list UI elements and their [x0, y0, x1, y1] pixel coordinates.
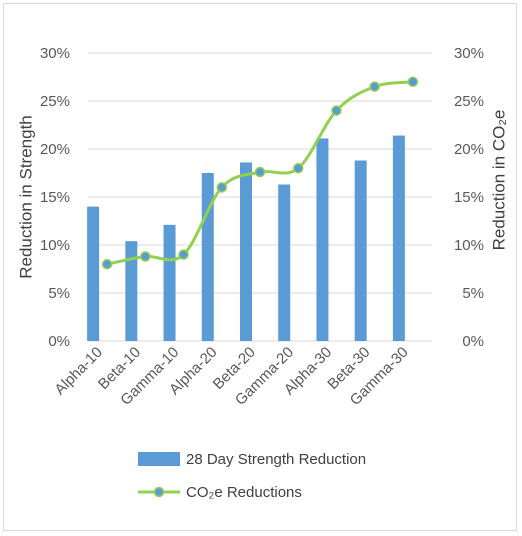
bar: [392, 135, 405, 341]
line-series: [101, 76, 419, 270]
bar: [240, 162, 252, 341]
y-right-tick-label: 25%: [454, 93, 484, 110]
bar: [354, 160, 367, 341]
right-axis-title: Reduction in CO₂e: [489, 110, 508, 251]
y-right-tick-label: 5%: [462, 285, 484, 302]
bar: [163, 224, 176, 341]
legend-bar-label: 28 Day Strength Reduction: [186, 451, 366, 468]
line-marker: [292, 162, 304, 174]
y-left-tick-label: 30%: [40, 45, 70, 62]
legend: 28 Day Strength Reduction CO₂e Reduction…: [138, 451, 366, 501]
y-left-tick-label: 5%: [48, 285, 70, 302]
bar: [278, 184, 291, 341]
legend-line-label: CO₂e Reductions: [186, 484, 302, 501]
y-right-tick-label: 0%: [462, 333, 484, 350]
line-marker: [216, 182, 228, 193]
line-marker: [101, 258, 113, 270]
y-right-tick-label: 15%: [454, 189, 484, 206]
bar: [125, 241, 138, 341]
legend-bar-swatch: [138, 452, 180, 466]
left-axis-title: Reduction in Strength: [16, 115, 35, 279]
legend-line-marker: [153, 486, 165, 498]
line-marker: [407, 76, 419, 88]
bar: [316, 138, 329, 341]
y-left-tick-label: 20%: [40, 141, 70, 158]
bar-series: [87, 135, 405, 341]
y-right-tick-label: 20%: [454, 141, 484, 158]
y-left-tick-label: 25%: [40, 93, 70, 110]
x-tick-label: Alpha-10: [51, 344, 105, 398]
y-left-tick-label: 10%: [40, 237, 70, 254]
line-marker: [178, 249, 189, 260]
line-marker: [140, 251, 151, 262]
line-marker: [369, 81, 380, 92]
x-axis-ticks: Alpha-10Beta-10Gamma-10Alpha-20Beta-20Ga…: [51, 344, 411, 409]
line-marker: [331, 105, 342, 116]
y-left-tick-label: 15%: [40, 189, 70, 206]
left-axis-ticks: 0% 5% 10% 15% 20% 25% 30%: [40, 45, 70, 350]
bar: [201, 173, 214, 341]
y-left-tick-label: 0%: [48, 333, 70, 350]
y-right-tick-label: 10%: [454, 237, 484, 254]
y-right-tick-label: 30%: [454, 45, 484, 62]
bar: [87, 206, 100, 341]
gridlines: [88, 52, 432, 342]
line-marker: [254, 166, 266, 178]
right-axis-ticks: 0% 5% 10% 15% 20% 25% 30%: [454, 45, 484, 350]
